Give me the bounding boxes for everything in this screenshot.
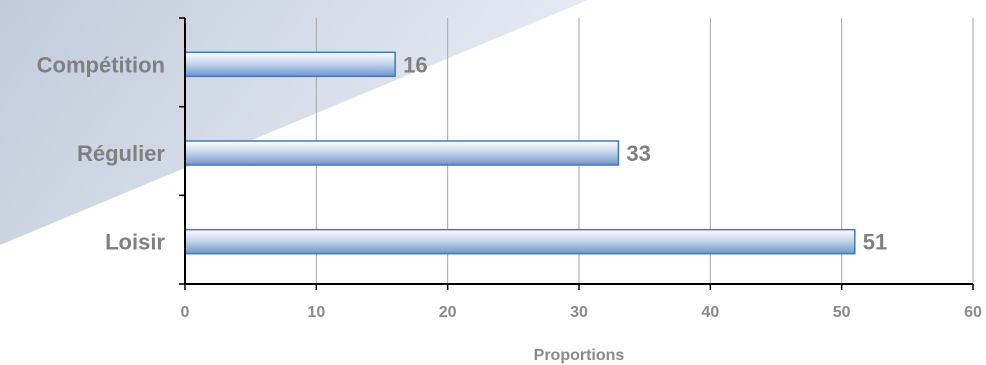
x-tick-label: 20 — [439, 304, 457, 321]
x-axis-title: Proportions — [534, 347, 625, 364]
bar-2 — [184, 228, 856, 255]
x-tick-label: 30 — [570, 304, 588, 321]
bar-1 — [184, 140, 620, 166]
x-tick-label: 10 — [307, 304, 325, 321]
x-tick-label: 60 — [964, 304, 982, 321]
data-label: 16 — [403, 52, 427, 77]
category-label: Compétition — [37, 52, 165, 77]
category-label: Régulier — [77, 141, 165, 166]
category-label: Loisir — [105, 230, 165, 255]
data-label: 51 — [863, 230, 887, 255]
x-tick-label: 50 — [833, 304, 851, 321]
bar-0 — [184, 51, 396, 78]
labels: 0 10 20 30 40 50 60 Compétition 16 Régulier 33 Lois… — [37, 52, 982, 321]
axes — [179, 17, 974, 290]
x-tick-label: 40 — [701, 304, 719, 321]
background-photo-overlay — [0, 0, 588, 245]
x-tick-label: 0 — [181, 304, 190, 321]
data-label: 33 — [626, 141, 650, 166]
